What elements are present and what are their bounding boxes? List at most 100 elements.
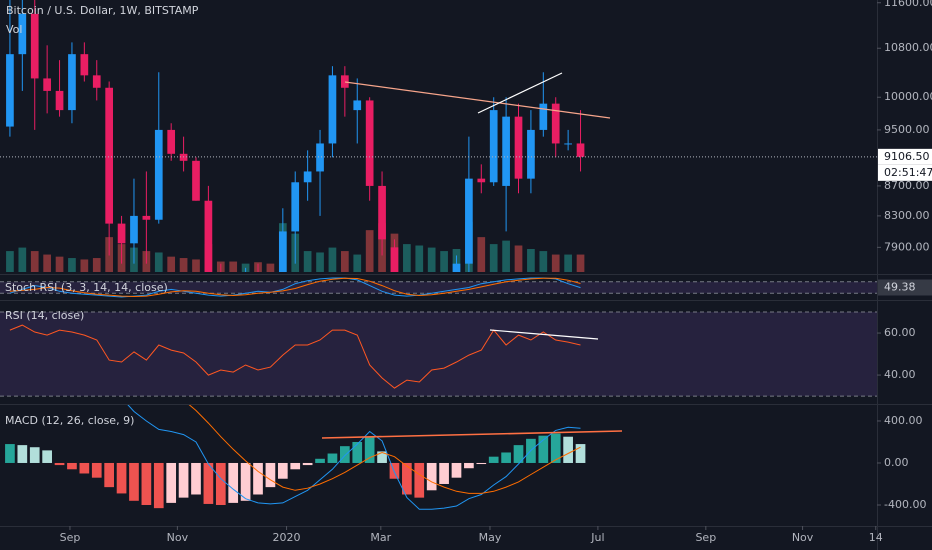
candle-body (551, 103, 560, 144)
pane-title: MACD (12, 26, close, 9) (5, 414, 134, 427)
volume-bar (502, 240, 510, 272)
candle-body (341, 75, 349, 88)
candle-body (204, 200, 213, 272)
last-price-box (878, 148, 932, 165)
histogram-bar (464, 462, 474, 469)
volume-bar (179, 258, 188, 272)
histogram-bar (302, 462, 313, 466)
pane-title: RSI (14, close) (5, 309, 84, 322)
y-tick-label: 10000.00 (884, 90, 932, 103)
last-value-box (878, 279, 932, 296)
x-tick-label: Sep (60, 531, 81, 544)
indicator-line (127, 405, 581, 510)
volume-title: Vol (6, 23, 22, 36)
candle-body (489, 110, 498, 183)
trend-line (477, 72, 563, 114)
x-tick-label: Nov (167, 531, 189, 544)
volume-bar (192, 259, 200, 272)
histogram-bar (513, 445, 524, 463)
pane-title: Stoch RSI (3, 3, 14, 14, close) (5, 281, 168, 294)
histogram-bar (166, 462, 177, 503)
band-fill (0, 281, 877, 294)
volume-bar (154, 252, 163, 272)
volume-bar (303, 251, 312, 272)
volume-bar (576, 254, 585, 272)
countdown-box (878, 164, 932, 181)
histogram-bar (538, 435, 549, 463)
trend-line (344, 81, 611, 119)
histogram-bar (575, 444, 586, 463)
histogram-bar (67, 462, 77, 470)
histogram-bar (129, 462, 139, 501)
candle-body (92, 75, 101, 88)
y-tick-label: 10800.00 (884, 41, 932, 54)
drawings (321, 72, 623, 439)
histogram-bar (153, 462, 164, 509)
trend-line (321, 430, 623, 439)
volume-bar (55, 256, 64, 272)
candle-body (353, 100, 362, 111)
histogram-bar (476, 462, 487, 465)
candle-body (502, 116, 510, 186)
lines (9, 324, 581, 389)
candle-body (192, 160, 200, 201)
volume-bar (241, 263, 250, 272)
candle-body (278, 231, 287, 272)
candle-body (105, 87, 114, 224)
x-tick-label: Nov (792, 531, 814, 544)
candle-body (130, 215, 138, 244)
histogram-bar (29, 447, 40, 463)
histogram-bar (42, 450, 52, 463)
volume-bar (477, 237, 486, 272)
histogram-bar (414, 462, 425, 498)
histogram-bar (402, 462, 412, 495)
histogram-bar (141, 462, 152, 505)
volume-bar (43, 254, 51, 272)
histogram-bar (203, 462, 214, 504)
candle-body (564, 143, 572, 145)
volume-bar (514, 245, 523, 272)
histogram-bar (240, 462, 251, 501)
candle-body (142, 215, 151, 220)
histogram (5, 405, 586, 510)
histogram-bar (389, 462, 400, 479)
histogram-bar (178, 462, 189, 498)
y-tick-label: 8700.00 (884, 179, 930, 192)
candle-body (477, 178, 486, 183)
candle-body (117, 223, 126, 244)
histogram-bar (352, 441, 363, 463)
histogram-bar (364, 436, 375, 463)
candle-body (291, 182, 300, 232)
indicator-line (9, 277, 581, 298)
volume-bar (167, 256, 176, 272)
candle-body (527, 129, 535, 179)
y-tick-label: 400.00 (884, 414, 923, 427)
histogram-bar (17, 445, 28, 463)
volume-bar (92, 258, 101, 272)
x-tick-label: Jul (590, 531, 604, 544)
histogram-bar (550, 433, 561, 463)
volume-bar (18, 247, 27, 272)
volume-bar (539, 251, 548, 272)
volume-bar (551, 254, 560, 272)
volume-bar (564, 254, 572, 272)
histogram-bar (340, 446, 350, 463)
candle-body (68, 54, 76, 111)
y-tick-label: 11600.00 (884, 0, 932, 9)
histogram-bar (104, 462, 115, 488)
candle-body (576, 143, 585, 157)
y-tick-label: 40.00 (884, 368, 916, 381)
y-tick-label: 8300.00 (884, 209, 930, 222)
countdown-label: 02:51:47 (884, 166, 932, 179)
volume-bar (527, 248, 535, 272)
candle-body (365, 100, 374, 186)
trend-line (489, 329, 599, 340)
candle-body (328, 75, 337, 144)
chart-title: Bitcoin / U.S. Dollar, 1W, BITSTAMP (6, 4, 199, 17)
histogram-bar (253, 462, 263, 495)
histogram-bar (290, 462, 301, 470)
y-tick-label: 9500.00 (884, 123, 930, 136)
volume-bar (266, 263, 275, 272)
